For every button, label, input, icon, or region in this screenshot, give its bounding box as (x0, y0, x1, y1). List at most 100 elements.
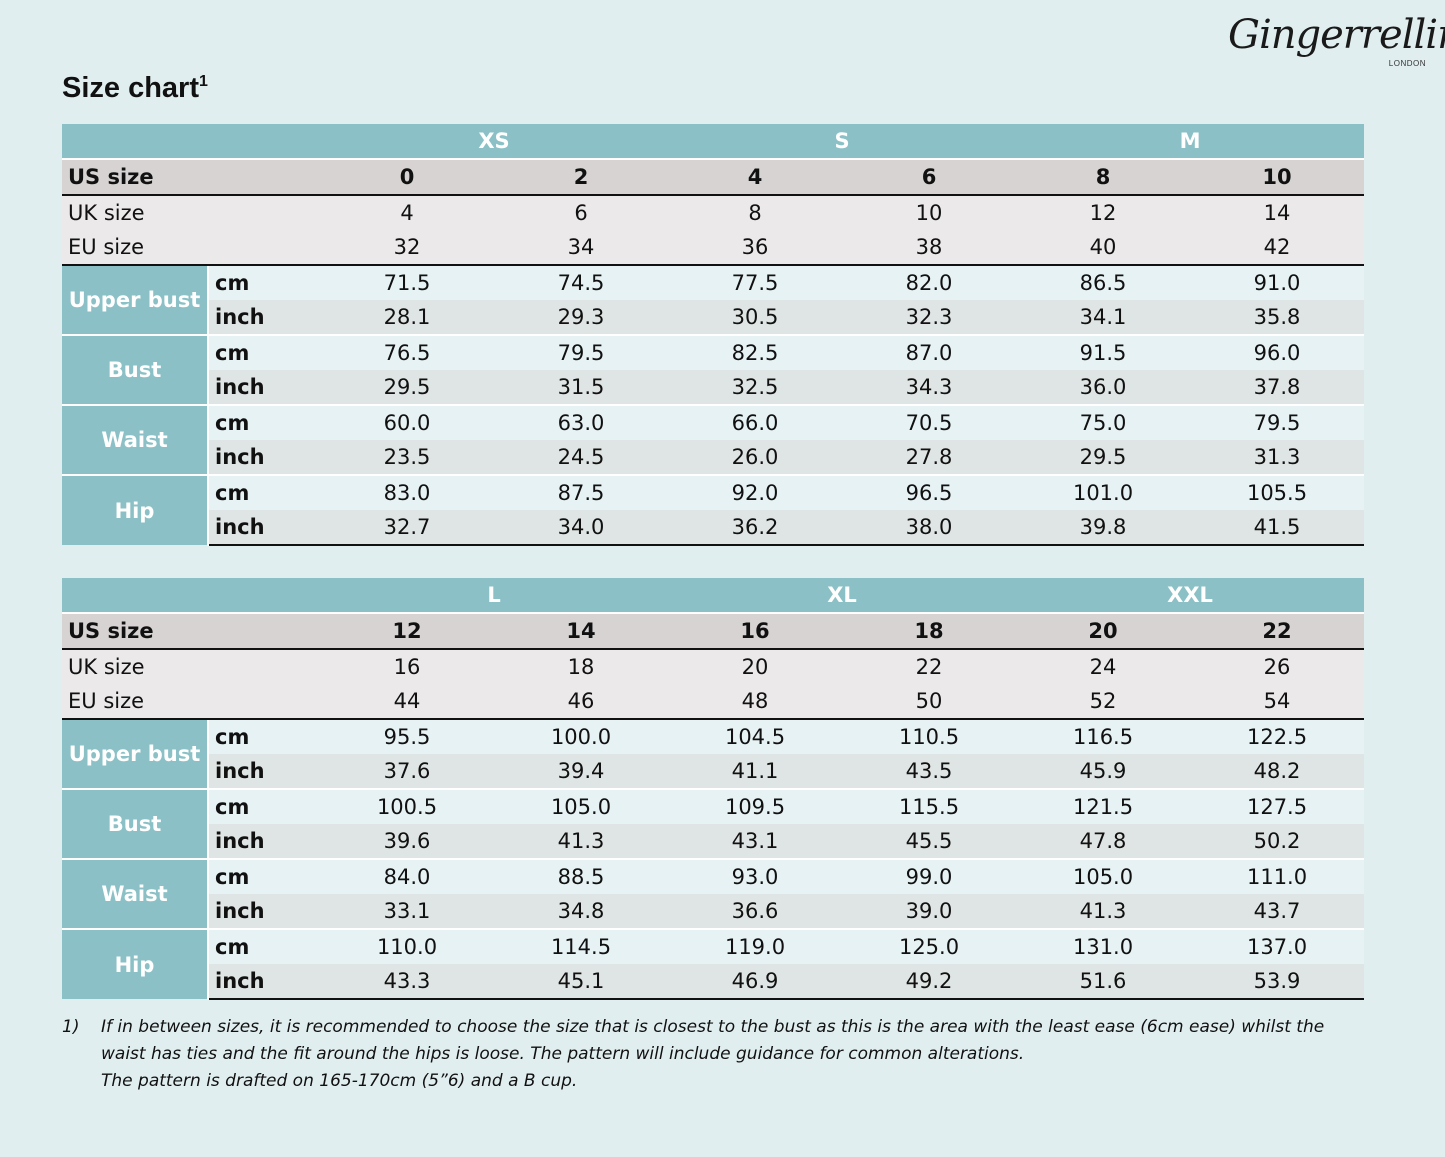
measure-cm-value: 88.5 (494, 858, 669, 894)
measure-inch-value: 32.3 (842, 300, 1017, 335)
size-group-label: L (320, 578, 669, 614)
measure-inch-value: 32.7 (320, 510, 494, 546)
title-footnote-mark: 1 (199, 73, 208, 90)
us-size-value: 10 (1190, 159, 1365, 196)
uk-size-row: UK size 4 6 8 10 12 14 (62, 195, 1365, 230)
measure-cm-value: 115.5 (842, 788, 1017, 824)
measure-cm-value: 74.5 (494, 264, 669, 300)
measure-inch-value: 39.0 (842, 894, 1017, 929)
measure-label: Waist (62, 404, 209, 475)
measure-inch-value: 45.5 (842, 824, 1017, 859)
measure-cm-value: 119.0 (668, 928, 843, 964)
measure-cm-value: 105.5 (1190, 474, 1365, 510)
measure-inch-value: 50.2 (1190, 824, 1365, 859)
measure-inch-value: 31.5 (494, 370, 669, 405)
measure-cm-value: 105.0 (494, 788, 669, 824)
measure-cm-value: 122.5 (1190, 718, 1365, 754)
footnote-number: 1) (62, 1017, 80, 1037)
eu-size-value: 48 (668, 684, 843, 720)
unit-cm-label: cm (208, 928, 320, 964)
unit-cm-label: cm (208, 334, 320, 370)
measure-cm-value: 82.5 (668, 334, 843, 370)
measure-cm-value: 121.5 (1016, 788, 1191, 824)
uk-size-value: 6 (494, 195, 669, 230)
page-title: Size chart1 (62, 72, 208, 105)
measure-cm-row: Upper bust cm 71.5 74.5 77.5 82.0 86.5 91.0 (62, 264, 1365, 335)
measure-cm-value: 111.0 (1190, 858, 1365, 894)
measure-cm-value: 96.0 (1190, 334, 1365, 370)
measure-cm-value: 131.0 (1016, 928, 1191, 964)
measure-inch-value: 26.0 (668, 440, 843, 475)
measure-label: Bust (62, 788, 209, 859)
measure-cm-value: 76.5 (320, 334, 494, 370)
measure-inch-value: 32.5 (668, 370, 843, 405)
us-size-value: 18 (842, 613, 1017, 650)
measure-inch-value: 38.0 (842, 510, 1017, 546)
measure-inch-value: 47.8 (1016, 824, 1191, 859)
eu-size-value: 52 (1016, 684, 1191, 720)
measure-cm-value: 75.0 (1016, 404, 1191, 440)
measure-inch-value: 41.3 (1016, 894, 1191, 929)
measure-cm-value: 99.0 (842, 858, 1017, 894)
uk-size-value: 26 (1190, 649, 1365, 684)
unit-inch-label: inch (208, 824, 320, 859)
uk-size-value: 20 (668, 649, 843, 684)
measure-inch-row: inch 28.1 29.3 30.5 32.3 34.1 35.8 (62, 300, 1365, 335)
measure-inch-value: 45.1 (494, 964, 669, 1000)
us-size-label: US size (62, 613, 320, 650)
measure-inch-value: 33.1 (320, 894, 494, 929)
unit-cm-label: cm (208, 404, 320, 440)
uk-size-label: UK size (62, 649, 320, 684)
size-group-row: XS S M (62, 124, 1365, 160)
eu-size-value: 50 (842, 684, 1017, 720)
measure-cm-value: 104.5 (668, 718, 843, 754)
measure-inch-value: 37.8 (1190, 370, 1365, 405)
measure-cm-value: 100.5 (320, 788, 494, 824)
size-group-label: XL (668, 578, 1017, 614)
eu-size-value: 40 (1016, 230, 1191, 266)
measure-cm-value: 79.5 (494, 334, 669, 370)
footnote-line-1: If in between sizes, it is recommended t… (101, 1017, 1325, 1064)
us-size-value: 8 (1016, 159, 1191, 196)
size-group-label: S (668, 124, 1017, 160)
measure-inch-row: inch 39.6 41.3 43.1 45.5 47.8 50.2 (62, 824, 1365, 859)
eu-size-value: 34 (494, 230, 669, 266)
uk-size-value: 12 (1016, 195, 1191, 230)
title-text: Size chart (62, 72, 199, 104)
measure-inch-row: inch 37.6 39.4 41.1 43.5 45.9 48.2 (62, 754, 1365, 789)
measure-cm-value: 82.0 (842, 264, 1017, 300)
measure-cm-value: 93.0 (668, 858, 843, 894)
us-size-value: 2 (494, 159, 669, 196)
uk-size-value: 22 (842, 649, 1017, 684)
measure-inch-row: inch 23.5 24.5 26.0 27.8 29.5 31.3 (62, 440, 1365, 475)
eu-size-row: EU size 32 34 36 38 40 42 (62, 230, 1365, 266)
measure-label: Bust (62, 334, 209, 405)
measure-inch-value: 41.5 (1190, 510, 1365, 546)
size-group-label: XXL (1016, 578, 1365, 614)
size-table: XS S M US size 0 2 4 6 8 10 UK size 4 6 8 10 12 14 EU siz… (62, 124, 1365, 546)
eu-size-label: EU size (62, 230, 320, 266)
measure-inch-value: 34.8 (494, 894, 669, 929)
measure-cm-value: 84.0 (320, 858, 494, 894)
measure-inch-value: 49.2 (842, 964, 1017, 1000)
measure-cm-value: 92.0 (668, 474, 843, 510)
measure-inch-value: 28.1 (320, 300, 494, 335)
measure-inch-row: inch 32.7 34.0 36.2 38.0 39.8 41.5 (62, 510, 1365, 546)
measure-cm-value: 77.5 (668, 264, 843, 300)
measure-inch-value: 23.5 (320, 440, 494, 475)
unit-inch-label: inch (208, 300, 320, 335)
measure-cm-row: Bust cm 100.5 105.0 109.5 115.5 121.5 127.5 (62, 788, 1365, 859)
measure-cm-value: 91.0 (1190, 264, 1365, 300)
measure-cm-value: 95.5 (320, 718, 494, 754)
measure-cm-value: 66.0 (668, 404, 843, 440)
measure-cm-value: 101.0 (1016, 474, 1191, 510)
measure-cm-row: Waist cm 60.0 63.0 66.0 70.5 75.0 79.5 (62, 404, 1365, 475)
us-size-value: 12 (320, 613, 494, 650)
us-size-value: 6 (842, 159, 1017, 196)
size-group-label: XS (320, 124, 669, 160)
measure-inch-value: 36.6 (668, 894, 843, 929)
measure-cm-value: 91.5 (1016, 334, 1191, 370)
measure-inch-value: 34.3 (842, 370, 1017, 405)
uk-size-value: 8 (668, 195, 843, 230)
us-size-label: US size (62, 159, 320, 196)
